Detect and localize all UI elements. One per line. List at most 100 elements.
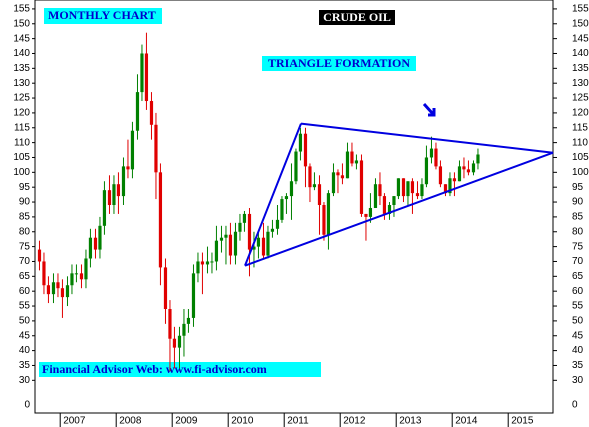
trendline: [244, 151, 554, 267]
candle-body: [121, 166, 126, 197]
candle-body: [438, 166, 443, 185]
candle-body: [308, 166, 312, 188]
candle-body: [196, 261, 200, 274]
candle-body: [410, 181, 415, 194]
candle-body: [429, 148, 434, 158]
candle-body: [378, 184, 382, 197]
candle-body: [406, 181, 410, 197]
candle-body: [354, 160, 359, 164]
candle-body: [65, 285, 70, 298]
y-tick-label: 140: [572, 48, 589, 59]
y-tick-label: 115: [572, 122, 588, 133]
candle-body: [116, 184, 121, 197]
candle-body: [233, 231, 238, 256]
candle-body: [303, 133, 308, 167]
candle-body: [350, 151, 354, 164]
y-tick-label: 150: [13, 18, 30, 29]
x-tick-label: 2010: [231, 416, 254, 427]
candle-body: [191, 273, 196, 318]
candle-body: [434, 148, 438, 167]
candle-body: [312, 184, 317, 188]
candle-body: [359, 160, 364, 214]
candle-body: [443, 184, 448, 194]
y-tick-label: 65: [19, 271, 31, 282]
candle-body: [252, 246, 256, 250]
trendline: [244, 123, 302, 266]
y-tick-label: 155: [572, 4, 589, 15]
y-tick-label: 110: [572, 137, 588, 148]
y-tick-label: 100: [572, 167, 589, 178]
candle-body: [289, 181, 294, 197]
arrow: [422, 102, 436, 117]
candle-body: [322, 205, 326, 235]
candle-body: [466, 169, 471, 173]
candle-body: [79, 273, 84, 280]
y-tick-label: 85: [572, 212, 584, 223]
y-tick-label: 95: [19, 182, 31, 193]
candle-body: [238, 222, 242, 232]
candle-body: [51, 282, 56, 295]
candle-body: [261, 237, 266, 256]
candle-body: [140, 53, 144, 93]
candle-body: [224, 234, 228, 238]
candle-body: [270, 228, 275, 232]
candle-body: [275, 219, 280, 229]
candle-body: [448, 178, 452, 194]
annotation: TRIANGLE FORMATION: [268, 56, 410, 70]
y-tick-label: 145: [572, 33, 589, 44]
candle-body: [186, 317, 191, 324]
title-box: [319, 10, 395, 25]
candle-body: [88, 237, 93, 259]
candle-body: [42, 261, 46, 286]
y-tick-label: 65: [572, 271, 584, 282]
candle-body: [317, 184, 322, 206]
candle-body: [70, 273, 74, 286]
candle-body: [396, 178, 401, 197]
y-tick-label: 80: [19, 226, 31, 237]
candle-body: [56, 282, 60, 289]
y-tick-label: 125: [13, 93, 30, 104]
candle-body: [154, 124, 158, 173]
candle-body: [294, 151, 298, 182]
candle-body: [373, 184, 378, 208]
candle-body: [401, 178, 406, 197]
chart-title: CRUDE OIL: [323, 10, 391, 24]
x-tick-label: 2013: [399, 416, 422, 427]
y-tick-label: 140: [13, 48, 30, 59]
y-tick-label: 80: [572, 226, 584, 237]
y-tick-label: 130: [572, 78, 589, 89]
x-tick-label: 2008: [119, 416, 142, 427]
candle-body: [46, 285, 51, 295]
candle-body: [462, 166, 466, 170]
y-tick-label: 35: [572, 360, 584, 371]
candle-body: [107, 190, 112, 206]
y-tick-label: 40: [19, 345, 31, 356]
candle-body: [280, 199, 284, 220]
y-tick-label: 50: [19, 316, 31, 327]
candle-body: [326, 193, 331, 235]
y-tick-label: 130: [13, 78, 30, 89]
y-tick-label: 135: [13, 63, 30, 74]
y-tick-label: 60: [572, 286, 584, 297]
y-tick-label: 90: [19, 197, 31, 208]
candle-body: [387, 205, 392, 214]
candle-body: [144, 53, 149, 102]
candle-body: [84, 258, 88, 280]
candle-body: [471, 163, 476, 173]
candle-body: [98, 225, 102, 250]
y-tick-label: 30: [19, 375, 31, 386]
candle-body: [266, 231, 270, 256]
candle-body: [149, 101, 154, 125]
y-tick-label: 30: [572, 375, 584, 386]
candle-body: [382, 196, 387, 214]
candle-body: [112, 184, 116, 206]
candle-body: [200, 261, 205, 265]
y-tick-label: 70: [19, 256, 31, 267]
candle-body: [247, 213, 252, 250]
y-tick-label: 155: [13, 4, 30, 15]
candle-body: [172, 338, 177, 348]
candle-body: [37, 249, 42, 262]
candle-body: [420, 184, 424, 197]
y-tick-label: 120: [13, 108, 30, 119]
candle-body: [457, 166, 462, 182]
